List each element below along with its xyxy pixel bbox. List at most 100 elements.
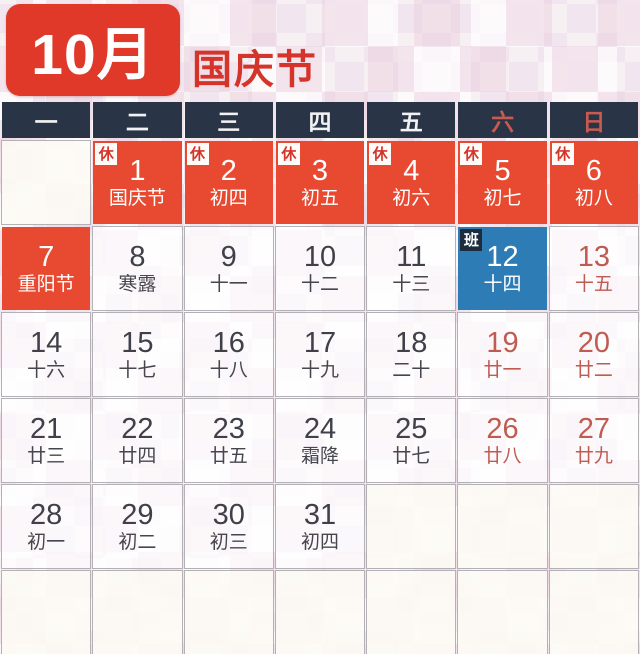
day-number: 19 bbox=[486, 327, 519, 359]
day-number: 18 bbox=[395, 327, 428, 359]
calendar-cell-15[interactable]: 15 十七 bbox=[92, 312, 183, 397]
lunar-label: 初五 bbox=[300, 188, 339, 209]
day-number: 30 bbox=[212, 499, 245, 531]
calendar-cell-20[interactable]: 20 廿二 bbox=[548, 312, 639, 397]
calendar-cell-26[interactable]: 26 廿八 bbox=[457, 398, 548, 483]
weekday-header-cell-1: 二 bbox=[93, 102, 182, 138]
calendar-cell-8[interactable]: 8 寒露 bbox=[92, 226, 183, 311]
day-number: 3 bbox=[311, 155, 329, 187]
day-number: 24 bbox=[303, 413, 337, 445]
lunar-label: 重阳节 bbox=[17, 274, 75, 295]
lunar-label: 十五 bbox=[574, 274, 613, 295]
day-number: 4 bbox=[403, 155, 420, 187]
day-number: 26 bbox=[486, 413, 519, 445]
lunar-label: 十九 bbox=[300, 360, 339, 381]
lunar-label: 十三 bbox=[392, 274, 431, 295]
calendar-cell-1[interactable]: 休 1 国庆节 bbox=[93, 141, 182, 224]
weekday-header-cell-4: 五 bbox=[367, 102, 456, 138]
lunar-label: 廿七 bbox=[392, 446, 431, 467]
calendar-cell-21[interactable]: 21 廿三 bbox=[0, 398, 92, 483]
calendar-cell-14[interactable]: 14 十六 bbox=[0, 312, 92, 397]
calendar-cell-27[interactable]: 27 廿九 bbox=[548, 398, 639, 483]
weekday-header-cell-3: 四 bbox=[275, 102, 365, 138]
lunar-label: 初三 bbox=[209, 532, 248, 553]
calendar-cell-6[interactable]: 休 6 初八 bbox=[549, 141, 638, 224]
lunar-label: 十四 bbox=[483, 274, 522, 295]
day-number: 14 bbox=[30, 327, 63, 359]
lunar-label: 十六 bbox=[27, 360, 66, 381]
lunar-label: 初七 bbox=[483, 188, 522, 209]
day-number: 10 bbox=[303, 241, 337, 273]
calendar-cell-25[interactable]: 25 廿七 bbox=[366, 398, 457, 483]
weekday-header-cell-5: 六 bbox=[458, 102, 547, 138]
day-number: 2 bbox=[220, 155, 237, 187]
calendar-cell-23[interactable]: 23 廿五 bbox=[183, 398, 274, 483]
lunar-label: 寒露 bbox=[118, 274, 157, 295]
lunar-label: 霜降 bbox=[300, 446, 339, 467]
lunar-label: 二十 bbox=[392, 360, 431, 381]
day-number: 13 bbox=[577, 241, 610, 273]
calendar-cell-31[interactable]: 31 初四 bbox=[274, 484, 366, 569]
day-number: 23 bbox=[212, 413, 245, 445]
calendar-cell-9[interactable]: 9 十一 bbox=[183, 226, 274, 311]
lunar-label: 十一 bbox=[209, 274, 248, 295]
rest-day-badge: 休 bbox=[277, 143, 300, 165]
calendar-grid: 一二三四五六日休 1 国庆节休 2 初四休 3 初五休 4 初六休 5 初七休 6 初八 7 重阳节 8 寒露 9… bbox=[0, 102, 639, 654]
calendar-cell-empty bbox=[548, 484, 639, 569]
rest-day-badge: 休 bbox=[551, 143, 574, 165]
day-number: 11 bbox=[396, 241, 427, 273]
calendar-cell-4[interactable]: 休 4 初六 bbox=[367, 141, 456, 224]
day-number: 20 bbox=[577, 327, 610, 359]
month-label: 10月 bbox=[31, 23, 155, 87]
day-number: 28 bbox=[30, 499, 63, 531]
day-number: 31 bbox=[303, 499, 337, 531]
calendar-cell-3[interactable]: 休 3 初五 bbox=[275, 141, 365, 224]
lunar-label: 初四 bbox=[300, 532, 339, 553]
calendar-cell-2[interactable]: 休 2 初四 bbox=[184, 141, 273, 224]
lunar-label: 初四 bbox=[209, 188, 248, 209]
rest-day-badge: 休 bbox=[95, 143, 118, 165]
day-number: 15 bbox=[121, 327, 154, 359]
lunar-label: 初八 bbox=[574, 188, 613, 209]
calendar-cell-22[interactable]: 22 廿四 bbox=[92, 398, 183, 483]
day-number: 29 bbox=[121, 499, 154, 531]
calendar-cell-7[interactable]: 7 重阳节 bbox=[2, 227, 91, 310]
day-number: 27 bbox=[577, 413, 610, 445]
rest-day-badge: 休 bbox=[460, 143, 483, 165]
lunar-label: 初一 bbox=[27, 532, 66, 553]
calendar-cell-18[interactable]: 18 二十 bbox=[366, 312, 457, 397]
lunar-label: 国庆节 bbox=[108, 188, 166, 209]
lunar-label: 十七 bbox=[118, 360, 157, 381]
calendar-cell-11[interactable]: 11 十三 bbox=[366, 226, 457, 311]
calendar-cell-24[interactable]: 24 霜降 bbox=[274, 398, 366, 483]
calendar-cell-empty bbox=[366, 484, 457, 569]
weekday-header-cell-2: 三 bbox=[184, 102, 273, 138]
rest-day-badge: 休 bbox=[186, 143, 209, 165]
day-number: 22 bbox=[121, 413, 154, 445]
calendar-cell-30[interactable]: 30 初三 bbox=[183, 484, 274, 569]
calendar-cell-empty bbox=[457, 570, 548, 654]
calendar-cell-13[interactable]: 13 十五 bbox=[548, 226, 639, 311]
lunar-label: 初二 bbox=[118, 532, 157, 553]
calendar-cell-19[interactable]: 19 廿一 bbox=[457, 312, 548, 397]
day-number: 1 bbox=[129, 155, 146, 187]
lunar-label: 廿一 bbox=[483, 360, 522, 381]
lunar-label: 廿九 bbox=[574, 446, 613, 467]
month-badge: 10月 bbox=[6, 4, 180, 96]
calendar-cell-empty bbox=[457, 484, 548, 569]
day-number: 25 bbox=[395, 413, 428, 445]
calendar-cell-16[interactable]: 16 十八 bbox=[183, 312, 274, 397]
calendar-cell-28[interactable]: 28 初一 bbox=[0, 484, 92, 569]
calendar-cell-empty bbox=[0, 140, 92, 225]
calendar-cell-10[interactable]: 10 十二 bbox=[274, 226, 366, 311]
lunar-label: 初六 bbox=[392, 188, 431, 209]
calendar-cell-empty bbox=[183, 570, 274, 654]
day-number: 5 bbox=[494, 155, 511, 187]
calendar-cell-5[interactable]: 休 5 初七 bbox=[458, 141, 547, 224]
calendar-cell-empty bbox=[0, 570, 92, 654]
calendar-cell-empty bbox=[274, 570, 366, 654]
calendar-cell-17[interactable]: 17 十九 bbox=[274, 312, 366, 397]
day-number: 12 bbox=[486, 241, 519, 273]
calendar-cell-29[interactable]: 29 初二 bbox=[92, 484, 183, 569]
calendar-cell-12[interactable]: 班 12 十四 bbox=[458, 227, 547, 310]
